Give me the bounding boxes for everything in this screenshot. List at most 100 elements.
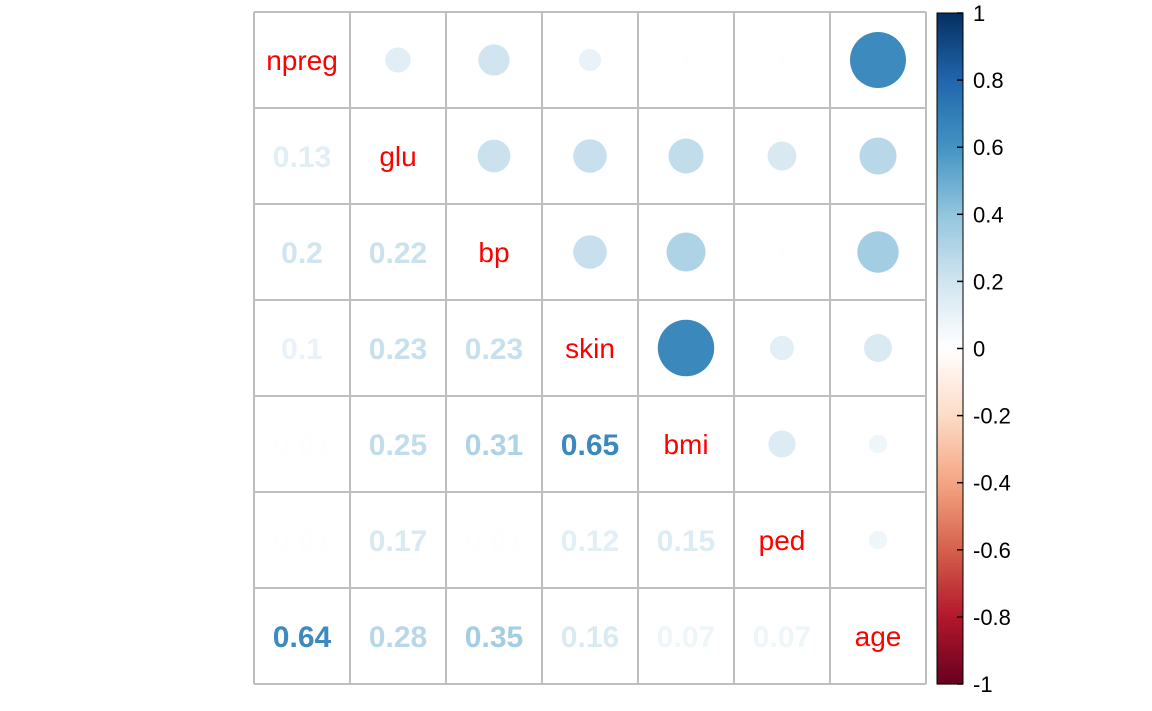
corr-value-glu-npreg: 0.13 [273, 141, 331, 174]
colorbar-segment [937, 395, 963, 400]
colorbar-segment [937, 637, 963, 641]
colorbar-segment [937, 647, 963, 652]
colorbar-segment [937, 325, 963, 329]
colorbar-segment [937, 653, 963, 658]
colorbar-segment [937, 553, 963, 558]
colorbar-segment [937, 308, 963, 313]
colorbar-segment [937, 244, 963, 249]
corr-value-bp-npreg: 0.2 [281, 237, 323, 270]
colorbar-tick-label: 0.8 [973, 68, 1004, 93]
colorbar-segment [937, 455, 963, 460]
colorbar-segment [937, 365, 963, 370]
colorbar-tick-label: -0.2 [973, 404, 1011, 429]
colorbar-segment [937, 439, 963, 444]
colorbar-segment [937, 96, 963, 101]
corr-value-skin-glu: 0.23 [369, 333, 427, 366]
colorbar-segment [937, 620, 963, 625]
colorbar-segment [937, 227, 963, 232]
colorbar-segment [937, 100, 963, 105]
colorbar-segment [937, 546, 963, 551]
colorbar-segment [937, 529, 963, 534]
colorbar-segment [937, 187, 963, 192]
colorbar-segment [937, 385, 963, 390]
colorbar-segment [937, 63, 963, 68]
colorbar-segment [937, 388, 963, 393]
colorbar-segment [937, 616, 963, 621]
variable-label-ped: ped [759, 525, 806, 556]
colorbar-segment [937, 492, 963, 497]
colorbar-segment [937, 512, 963, 517]
corr-circle-bp-bmi [666, 232, 706, 272]
colorbar-tick-label: 0.4 [973, 202, 1004, 227]
colorbar-segment [937, 294, 963, 299]
color-legend: 1 0.8 0.6 0.4 0.2 0 -0.2 -0.4 -0.6 -0.8 -1 [936, 1, 1011, 697]
colorbar-segment [937, 516, 963, 521]
colorbar-segment [937, 288, 963, 293]
colorbar-segment [937, 402, 963, 407]
corr-circle-glu-ped [767, 141, 797, 171]
colorbar-segment [937, 435, 963, 440]
colorbar-segment [937, 442, 963, 447]
colorbar-segment [937, 318, 963, 323]
colorbar-segment [937, 177, 963, 182]
colorbar-segment [937, 640, 963, 645]
colorbar-segment [937, 536, 963, 541]
colorbar-segment [937, 184, 963, 189]
colorbar-segment [937, 76, 963, 81]
colorbar-segment [937, 643, 963, 648]
colorbar-segment [937, 133, 963, 138]
colorbar-segment [937, 160, 963, 165]
colorbar-segment [937, 261, 963, 266]
colorbar-segment [937, 33, 963, 38]
colorbar-segment [937, 281, 963, 286]
colorbar-segment [937, 234, 963, 239]
colorbar-segment [937, 398, 963, 403]
colorbar-segment [937, 405, 963, 410]
colorbar-segment [937, 254, 963, 259]
colorbar-segment [937, 432, 963, 437]
colorbar-segment [937, 650, 963, 655]
colorbar-segment [937, 207, 963, 212]
colorbar-segment [937, 153, 963, 158]
colorbar-tick-label: -1 [973, 672, 993, 697]
colorbar-segment [937, 167, 963, 172]
corr-circle-npreg-glu [385, 47, 411, 73]
corr-value-bmi-npreg: 0.01 [273, 429, 331, 462]
colorbar-segment [937, 452, 963, 457]
colorbar-segment [937, 328, 963, 333]
colorbar-segment [937, 147, 963, 152]
colorbar-segment [937, 257, 963, 262]
colorbar-segment [937, 657, 963, 662]
colorbar-segment [937, 371, 963, 376]
colorbar-segment [937, 596, 963, 601]
colorbar-segment [937, 375, 963, 380]
corr-circle-glu-bmi [668, 138, 704, 174]
corr-value-age-ped: 0.07 [753, 621, 811, 654]
colorbar-segment [937, 221, 963, 225]
colorbar-segment [937, 569, 963, 574]
colorbar-segment [937, 475, 963, 480]
corr-value-ped-glu: 0.17 [369, 525, 427, 558]
colorbar-segment [937, 284, 963, 289]
corr-circle-ped-age [868, 530, 888, 550]
colorbar-segment [937, 314, 963, 319]
colorbar-segment [937, 623, 963, 628]
corr-circle-bmi-ped [768, 430, 796, 458]
colorbar-segment [937, 445, 963, 450]
colorbar-segment [937, 563, 963, 568]
colorbar-segment [937, 549, 963, 554]
colorbar-segment [937, 113, 963, 118]
colorbar-segment [937, 425, 963, 430]
colorbar-segment [937, 46, 963, 51]
colorbar-segment [937, 556, 963, 561]
colorbar-segment [937, 593, 963, 598]
colorbar-segment [937, 200, 963, 205]
colorbar-segment [937, 43, 963, 48]
colorbar-segment [937, 210, 963, 215]
colorbar-segment [937, 231, 963, 236]
corr-value-age-skin: 0.16 [561, 621, 619, 654]
colorbar-segment [937, 580, 963, 584]
colorbar-segment [937, 429, 963, 433]
colorbar-segment [937, 630, 963, 635]
